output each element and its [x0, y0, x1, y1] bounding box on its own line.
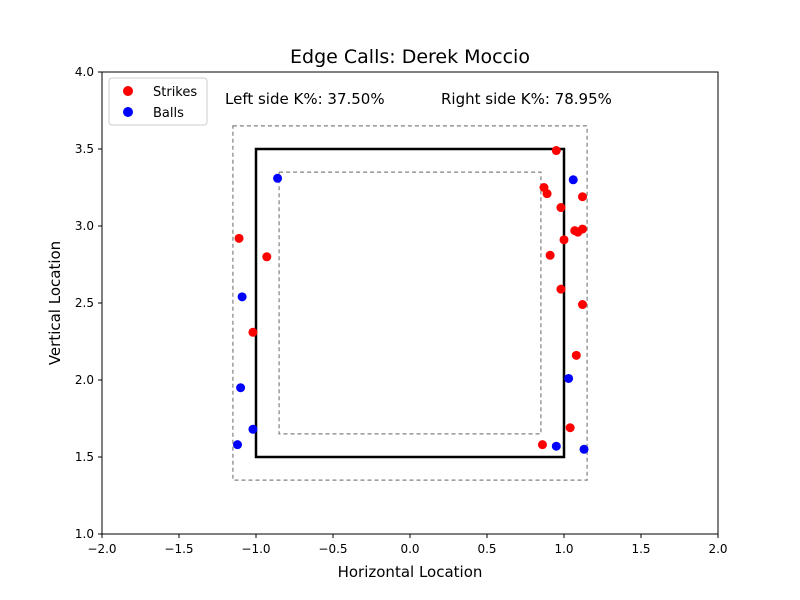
- right-side-k-annotation: Right side K%: 78.95%: [441, 90, 612, 108]
- balls-point: [551, 441, 561, 451]
- strikes-point: [248, 327, 258, 337]
- strikes-point: [556, 203, 566, 213]
- x-tick-label: 0.5: [477, 542, 496, 556]
- strikes-point: [565, 423, 575, 433]
- chart-title: Edge Calls: Derek Moccio: [290, 46, 530, 68]
- y-tick-label: 1.0: [75, 527, 94, 541]
- x-tick-label: −1.0: [241, 542, 270, 556]
- balls-point: [564, 373, 574, 383]
- strikes-point: [542, 189, 552, 199]
- strikes-point: [577, 192, 587, 202]
- left-side-k-annotation: Left side K%: 37.50%: [225, 90, 385, 108]
- strikes-point: [556, 284, 566, 294]
- outer-zone-box: [232, 125, 588, 481]
- inner-zone-box: [278, 171, 542, 435]
- data-points: [233, 146, 589, 454]
- strikes-point: [537, 440, 547, 450]
- x-tick-label: 1.0: [554, 542, 573, 556]
- strikes-point: [559, 235, 569, 245]
- strikes-point: [577, 224, 587, 234]
- zone-boxes: [232, 125, 588, 481]
- x-tick-label: 1.5: [631, 542, 650, 556]
- strikes-point: [234, 233, 244, 243]
- strikes-point: [551, 146, 561, 156]
- y-tick-label: 4.0: [75, 65, 94, 79]
- strikes-point: [577, 300, 587, 310]
- legend: Strikes Balls: [108, 77, 208, 126]
- strikes-point: [571, 350, 581, 360]
- y-tick-label: 2.5: [75, 296, 94, 310]
- x-tick-label: 2.0: [708, 542, 727, 556]
- x-tick-label: −1.5: [164, 542, 193, 556]
- strikes-point: [262, 252, 272, 262]
- balls-point: [236, 383, 246, 393]
- y-axis-label: Vertical Location: [46, 241, 64, 365]
- y-tick-label: 1.5: [75, 450, 94, 464]
- legend-box: [108, 77, 208, 126]
- balls-point: [273, 173, 283, 183]
- strike-zone-box: [254, 147, 566, 459]
- legend-balls-marker: [123, 107, 133, 117]
- x-tick-label: −2.0: [87, 542, 116, 556]
- y-tick-label: 2.0: [75, 373, 94, 387]
- balls-point: [579, 444, 589, 454]
- x-tick-label: 0.0: [400, 542, 419, 556]
- strikes-point: [545, 250, 555, 260]
- balls-point: [237, 292, 247, 302]
- y-tick-label: 3.0: [75, 219, 94, 233]
- x-tick-label: −0.5: [318, 542, 347, 556]
- legend-strikes-marker: [123, 86, 133, 96]
- y-tick-label: 3.5: [75, 142, 94, 156]
- plot-frame: [101, 71, 719, 535]
- balls-point: [233, 440, 243, 450]
- balls-point: [248, 424, 258, 434]
- y-axis: 1.0 1.5 2.0 2.5 3.0 3.5 4.0: [75, 65, 102, 541]
- legend-strikes-label: Strikes: [153, 85, 197, 100]
- balls-point: [568, 175, 578, 185]
- x-axis: −2.0 −1.5 −1.0 −0.5 0.0 0.5 1.0 1.5 2.0: [87, 534, 728, 556]
- x-axis-label: Horizontal Location: [338, 563, 483, 581]
- legend-balls-label: Balls: [153, 106, 184, 121]
